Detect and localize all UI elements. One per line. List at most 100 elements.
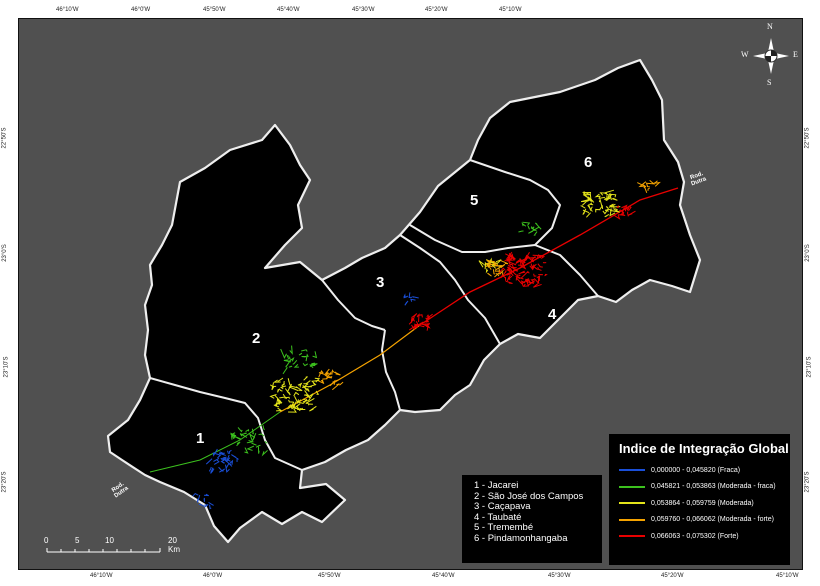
road-segment (335, 372, 341, 376)
road-segment (495, 273, 500, 277)
road-segment (318, 369, 324, 378)
road-segment (305, 353, 309, 362)
road-segment (417, 324, 425, 328)
road-segment (204, 504, 209, 508)
road-segment (241, 432, 247, 436)
road-segment (419, 187, 679, 326)
road-segment (251, 428, 254, 435)
road-segment (275, 397, 280, 407)
road-segment (237, 427, 243, 433)
top-tick: 46°0'W (131, 7, 151, 13)
road-segment (285, 361, 291, 368)
road-segment (485, 262, 496, 268)
road-segment (255, 444, 261, 448)
road-segment (269, 394, 277, 399)
bottom-tick: 45°50'W (318, 573, 341, 579)
road-segment (493, 264, 502, 267)
road-segment (525, 280, 535, 284)
legend-swatch (619, 535, 645, 538)
road-segment (149, 411, 281, 473)
road-segment (518, 270, 525, 275)
road-segment (598, 204, 604, 211)
road-segment (408, 318, 415, 325)
road-segment (257, 446, 260, 454)
road-segment (269, 384, 277, 388)
road-segment (283, 359, 292, 363)
compass-e: E (793, 50, 798, 59)
road-segment (286, 354, 290, 360)
road-segment (205, 458, 213, 465)
road-segment (220, 460, 225, 464)
top-tick: 45°10'W (499, 7, 522, 13)
road-segment (307, 382, 317, 388)
legend-swatch (619, 469, 645, 472)
road-segment (296, 406, 304, 411)
road-segment (603, 195, 608, 202)
road-segment (500, 260, 509, 265)
road-segment (525, 278, 530, 286)
road-segment (252, 432, 257, 441)
road-segment (583, 191, 591, 196)
road-segment (516, 274, 521, 278)
legend-swatch (619, 502, 645, 505)
municipality-item: 6 - Pindamonhangaba (474, 532, 568, 544)
road-segment (588, 204, 593, 212)
road-segment (416, 313, 420, 322)
road-segment (225, 462, 232, 469)
road-segment (308, 393, 314, 402)
scale-label: 10 (105, 536, 114, 545)
road-segment (507, 260, 517, 266)
road-segment (312, 351, 318, 359)
road-segment (219, 451, 225, 454)
legend-item: 0,059760 - 0,066062 (Moderada - forte) (619, 512, 790, 529)
top-tick: 46°10'W (56, 7, 79, 13)
road-segment (533, 283, 542, 288)
road-segment (624, 205, 630, 211)
road-segment (208, 466, 212, 472)
road-segment (529, 265, 535, 271)
road-segment (294, 403, 301, 409)
road-segment (274, 394, 283, 404)
road-segment (245, 428, 250, 432)
road-segment (284, 396, 290, 399)
road-segment (223, 456, 231, 462)
road-segment (609, 209, 620, 213)
road-segment (627, 211, 629, 217)
road-segment (478, 260, 485, 268)
road-segment (486, 259, 495, 264)
municipal-boundaries (149, 159, 599, 471)
road-segment (495, 259, 502, 265)
region-label-4: 4 (548, 306, 557, 323)
municipality-item: 5 - Tremembé (474, 522, 534, 533)
bottom-tick: 46°10'W (90, 573, 113, 579)
road-segment (192, 492, 199, 497)
road-segment (297, 382, 303, 386)
road-segment (518, 263, 525, 266)
road-segment (303, 376, 308, 381)
road-segment (618, 213, 626, 217)
municipality-list: 1 - Jacarei 2 - São José dos Campos 3 - … (462, 475, 602, 563)
road-segment (303, 398, 308, 404)
road-segment (288, 386, 299, 392)
top-tick: 45°30'W (352, 7, 375, 13)
road-segment (485, 268, 489, 274)
road-segment (246, 439, 255, 444)
road-segment (498, 267, 506, 274)
road-segment (492, 269, 496, 275)
road-segment (510, 263, 515, 270)
road-segment (299, 384, 301, 388)
road-segment (500, 274, 506, 279)
road-segment (208, 501, 214, 506)
legend-label: 0,053864 - 0,059759 (Moderada) (651, 499, 754, 507)
legend-label: 0,045821 - 0,053863 (Moderada - fraca) (651, 483, 776, 491)
road-segment (608, 203, 614, 208)
study-area (106, 58, 702, 544)
road-segment (288, 365, 293, 368)
road-segment (329, 379, 336, 387)
road-segment (324, 372, 329, 376)
road-segment (287, 403, 296, 410)
road-segment (294, 396, 299, 405)
road-segment (227, 450, 229, 455)
region-label-5: 5 (470, 192, 479, 209)
